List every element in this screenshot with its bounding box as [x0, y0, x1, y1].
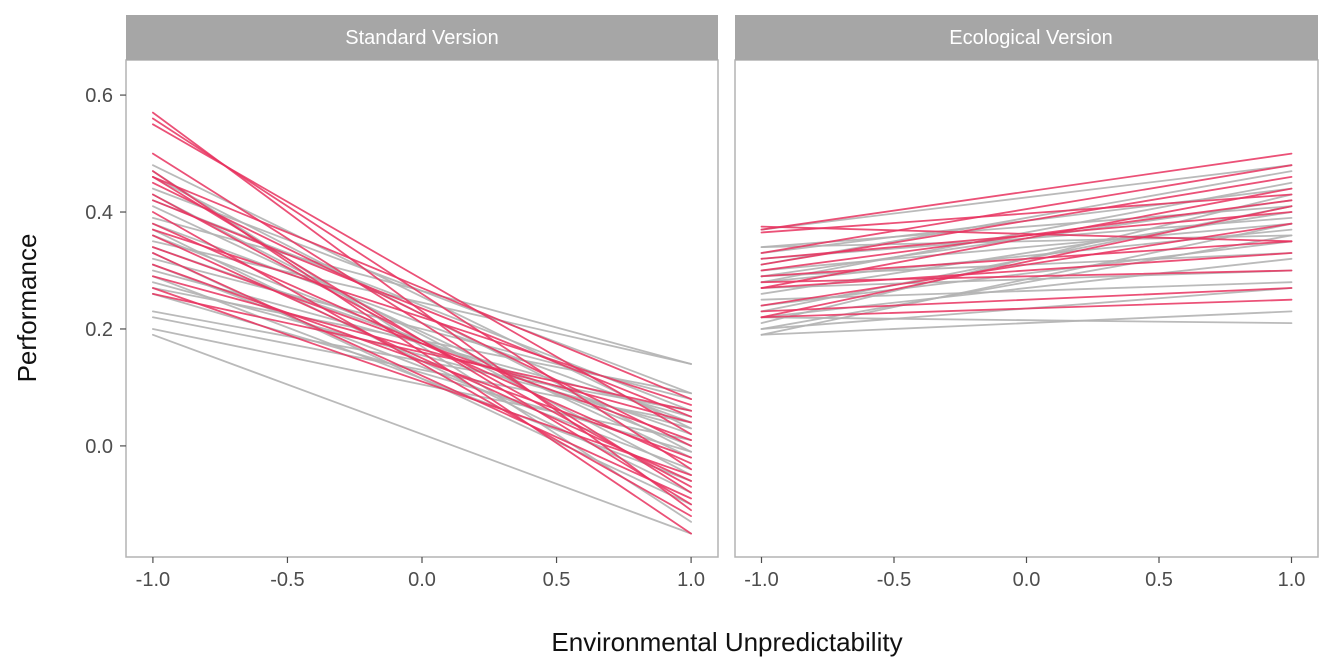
highlight-line-12: [151, 228, 692, 406]
x-tick-label: 0.0: [1013, 569, 1041, 591]
facet-strip: [735, 15, 1318, 60]
highlight-line-25: [760, 193, 1293, 234]
series-lines: [151, 111, 692, 535]
highlight-line-18: [151, 287, 692, 477]
gray-line-19: [760, 234, 1293, 330]
x-tick-label: -0.5: [270, 569, 304, 591]
highlight-line-13: [151, 234, 692, 482]
highlight-line-33: [760, 252, 1293, 289]
gray-line-0: [760, 164, 1293, 231]
y-tick-label: 0.0: [85, 436, 113, 458]
highlight-line-31: [760, 269, 1293, 284]
x-axis-ticks: -1.0 -0.5 0.0 0.5 1.0: [744, 557, 1305, 591]
gray-line-42: [151, 316, 692, 424]
panel-standard-version: Standard Version -1.0 -0.5 0.0 0.5 1.0: [125, 15, 719, 591]
highlight-line-19: [151, 292, 692, 412]
x-tick-label: 0.0: [408, 569, 436, 591]
x-tick-label: 1.0: [677, 569, 705, 591]
gray-line-43: [151, 328, 692, 442]
highlight-line-2: [151, 123, 692, 436]
highlight-line-14: [151, 246, 692, 442]
x-tick-label: -1.0: [136, 569, 170, 591]
highlight-line-7: [151, 181, 692, 447]
highlight-line-5: [151, 175, 692, 401]
gray-line-14: [760, 240, 1293, 307]
facet-label-standard: Standard Version: [345, 27, 498, 49]
highlight-line-36: [760, 298, 1293, 319]
highlight-line-37: [760, 205, 1293, 319]
x-tick-label: 1.0: [1278, 569, 1306, 591]
gray-line-44: [151, 333, 692, 535]
panel-ecological-version: Ecological Version -1.0 -0.5 0.0 0.5 1.0: [734, 15, 1319, 591]
highlight-line-15: [151, 252, 692, 500]
highlight-line-17: [151, 275, 692, 424]
y-axis-title: Performance: [12, 234, 42, 383]
highlight-line-9: [151, 199, 692, 418]
x-axis-title: Environmental Unpredictability: [551, 627, 902, 657]
highlight-line-8: [151, 193, 692, 488]
gray-line-17: [760, 316, 1293, 325]
y-tick-label: 0.2: [85, 319, 113, 341]
highlight-line-23: [760, 225, 1293, 243]
facet-label-ecological: Ecological Version: [949, 27, 1112, 49]
highlight-line-24: [760, 152, 1293, 231]
gray-line-38: [151, 281, 692, 430]
gray-line-24: [151, 193, 692, 477]
highlight-line-32: [760, 187, 1293, 289]
x-axis-ticks: -1.0 -0.5 0.0 0.5 1.0: [136, 557, 705, 591]
gray-line-9: [760, 181, 1293, 284]
highlight-line-16: [151, 263, 692, 459]
y-axis: 0.0 0.2 0.4 0.6: [85, 85, 126, 458]
x-tick-label: -1.0: [744, 569, 778, 591]
x-tick-label: 0.5: [543, 569, 571, 591]
y-tick-label: 0.6: [85, 85, 113, 107]
series-lines: [760, 152, 1293, 336]
highlight-line-28: [760, 175, 1293, 266]
x-tick-label: 0.5: [1145, 569, 1173, 591]
gray-line-5: [760, 170, 1293, 266]
highlight-line-26: [760, 164, 1293, 254]
gray-line-6: [760, 222, 1293, 272]
gray-line-22: [760, 310, 1293, 336]
highlight-line-35: [760, 287, 1293, 313]
highlight-line-34: [760, 222, 1293, 307]
facet-strip: [126, 15, 718, 60]
highlight-line-29: [760, 199, 1293, 272]
x-tick-label: -0.5: [877, 569, 911, 591]
highlight-line-3: [151, 152, 692, 494]
gray-line-13: [760, 281, 1293, 301]
gray-line-21: [760, 222, 1293, 336]
highlight-line-30: [760, 240, 1293, 278]
y-tick-label: 0.4: [85, 202, 113, 224]
gray-line-26: [151, 205, 692, 459]
gray-line-37: [151, 275, 692, 482]
